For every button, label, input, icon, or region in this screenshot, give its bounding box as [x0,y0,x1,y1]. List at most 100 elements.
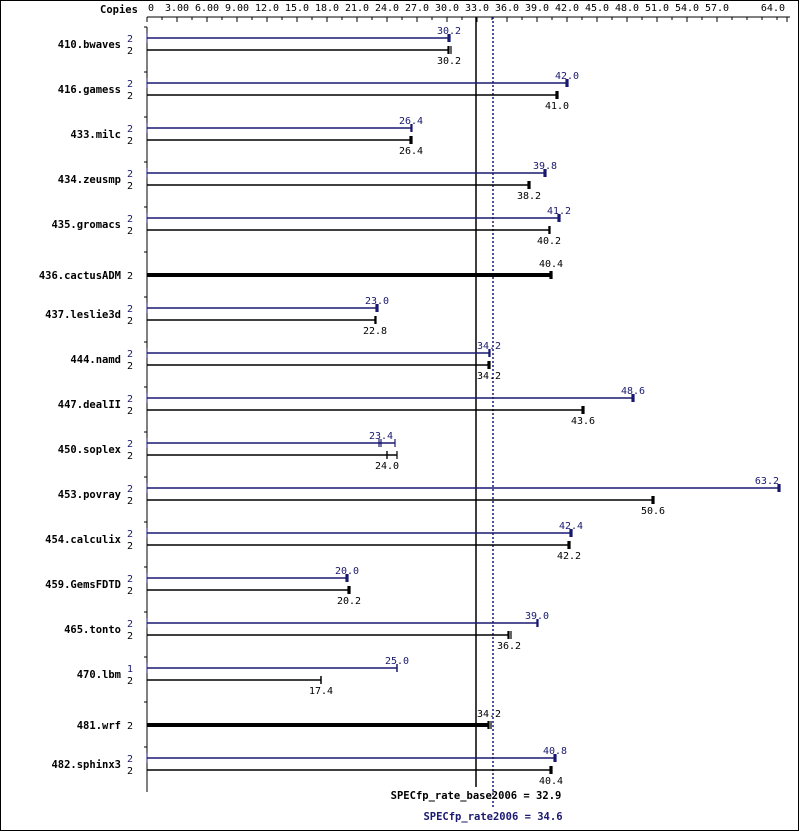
x-tick-label: 21.0 [345,3,369,14]
reference-labels: SPECfp_rate_base2006 = 32.9 SPECfp_rate20… [391,790,563,823]
base-copies: 2 [127,361,133,372]
x-tick-label: 51.0 [645,3,669,14]
benchmark-name: 444.namd [70,354,121,366]
base-copies: 2 [127,496,133,507]
peak-value-label: 23.4 [369,431,393,442]
peak-copies: 2 [127,304,133,315]
benchmark-row: 447.dealII 22 48.6 43.6 [58,386,645,432]
benchmark-row: 454.calculix 22 42.4 42.2 [45,521,583,567]
x-tick-label: 15.0 [285,3,309,14]
x-tick-label: 24.0 [375,3,399,14]
benchmark-row: 416.gamess 22 42.0 41.0 [58,71,579,117]
base-copies: 2 [127,721,133,732]
peak-value-label: 39.0 [525,611,549,622]
x-tick-label: 18.0 [315,3,339,14]
base-copies: 2 [127,226,133,237]
base-value-label: 24.0 [375,461,399,472]
base-copies: 2 [127,271,133,282]
benchmark-row: 435.gromacs 22 41.2 40.2 [51,206,571,252]
peak-value-label: 40.8 [543,746,567,757]
benchmark-row: 444.namd 22 34.2 34.2 [70,341,501,387]
base-value-label: 22.8 [363,326,387,337]
x-tick-label: 45.0 [585,3,609,14]
peak-value-label: 25.0 [385,656,409,667]
peak-value-label: 26.4 [399,116,423,127]
base-value-label: 40.2 [537,236,561,247]
benchmark-name: 436.cactusADM [39,270,121,282]
benchmark-row: 434.zeusmp 22 39.8 38.2 [58,161,557,207]
benchmark-name: 459.GemsFDTD [45,579,121,591]
peak-copies: 2 [127,529,133,540]
benchmark-row: 436.cactusADM 2 40.4 [39,251,563,297]
benchmark-name: 435.gromacs [51,219,121,231]
x-tick-label: 48.0 [615,3,639,14]
benchmark-row: 453.povray 22 63.2 50.6 [58,476,781,522]
base-value-label: 43.6 [571,416,595,427]
peak-copies: 2 [127,79,133,90]
x-tick-label: 9.00 [225,3,249,14]
peak-value-label: 42.0 [555,71,579,82]
benchmark-name: 482.sphinx3 [51,759,121,771]
base-copies: 2 [127,631,133,642]
peak-value-label: 34.2 [477,341,501,352]
base-value-label: 20.2 [337,596,361,607]
benchmark-name: 416.gamess [58,84,121,96]
benchmark-name: 481.wrf [77,720,121,732]
base-score-label: SPECfp_rate_base2006 = 32.9 [391,790,562,802]
benchmark-row: 481.wrf 2 34.2 [77,701,501,747]
peak-copies: 2 [127,574,133,585]
base-copies: 2 [127,541,133,552]
copies-header: Copies [100,4,138,16]
benchmark-row: 433.milc 22 26.4 26.4 [70,116,423,162]
base-value-label: 34.2 [477,371,501,382]
x-tick-label: 12.0 [255,3,279,14]
peak-value-label: 41.2 [547,206,571,217]
base-value-label: 38.2 [517,191,541,202]
peak-copies: 2 [127,619,133,630]
peak-copies: 2 [127,439,133,450]
benchmark-name: 450.soplex [58,444,122,456]
base-value-label: 36.2 [497,641,521,652]
combined-value-label: 40.4 [539,259,563,270]
base-copies: 2 [127,766,133,777]
benchmark-name: 465.tonto [64,624,121,636]
base-value-label: 50.6 [641,506,665,517]
peak-copies: 2 [127,394,133,405]
peak-copies: 1 [127,664,133,675]
benchmark-name: 453.povray [58,489,122,501]
x-tick-label: 6.00 [195,3,219,14]
x-axis: 0 3.00 6.00 9.00 12.0 15.0 18.0 21.0 24.0 27.0 30.… [146,3,790,22]
benchmark-row: 470.lbm 12 25.0 17.4 [77,656,409,702]
peak-value-label: 42.4 [559,521,583,532]
base-copies: 2 [127,91,133,102]
x-tick-label: 3.00 [165,3,189,14]
peak-copies: 2 [127,484,133,495]
x-tick-label: 39.0 [525,3,549,14]
peak-copies: 2 [127,754,133,765]
base-copies: 2 [127,136,133,147]
peak-copies: 2 [127,169,133,180]
peak-copies: 2 [127,124,133,135]
base-copies: 2 [127,586,133,597]
benchmark-row: 410.bwaves 22 30.2 30.2 [58,26,461,72]
benchmark-name: 454.calculix [45,534,122,546]
reference-lines [475,17,494,807]
x-tick-label: 33.0 [465,3,489,14]
x-tick-label: 42.0 [555,3,579,14]
base-copies: 2 [127,451,133,462]
x-tick-label: 0 [148,3,154,14]
peak-copies: 2 [127,349,133,360]
benchmark-name: 437.leslie3d [45,309,121,321]
base-copies: 2 [127,181,133,192]
benchmark-row: 465.tonto 22 39.0 36.2 [64,611,549,657]
peak-value-label: 20.0 [335,566,359,577]
peak-value-label: 30.2 [437,26,461,37]
base-value-label: 30.2 [437,56,461,67]
peak-score-label: SPECfp_rate2006 = 34.6 [423,811,562,823]
base-value-label: 40.4 [539,776,563,787]
peak-copies: 2 [127,34,133,45]
peak-copies: 2 [127,214,133,225]
x-tick-label: 30.0 [435,3,459,14]
